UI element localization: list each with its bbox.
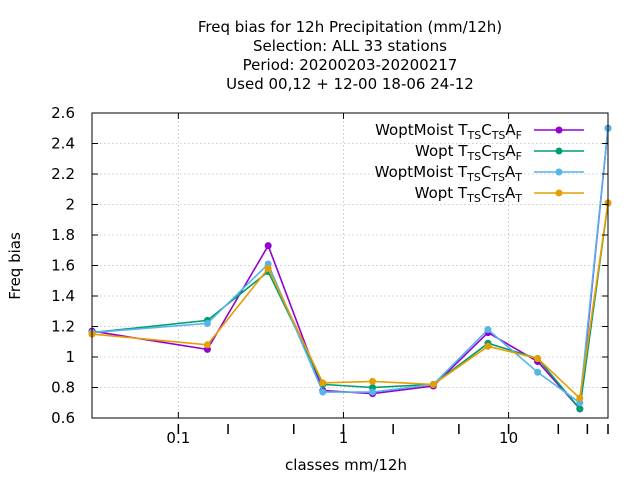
series-line xyxy=(91,202,609,411)
y-tick-label: 1.4 xyxy=(51,287,75,305)
y-tick-label: 1.2 xyxy=(51,318,75,336)
title-line: Period: 20200203-20200217 xyxy=(243,56,458,74)
legend-marker xyxy=(555,189,563,197)
data-point xyxy=(264,242,272,250)
series-line xyxy=(91,202,609,400)
y-tick-label: 2.6 xyxy=(51,104,75,122)
y-tick-label: 1.6 xyxy=(51,257,75,275)
series-layer xyxy=(88,124,612,413)
series-3 xyxy=(88,199,612,402)
series-line xyxy=(91,128,609,405)
data-point xyxy=(203,341,211,349)
legend-entry-label: WoptMoist TTSCTSAT xyxy=(375,163,523,184)
data-point xyxy=(576,394,584,402)
legend-marker xyxy=(555,126,563,134)
y-tick-label: 2.4 xyxy=(51,135,75,153)
chart-title: Freq bias for 12h Precipitation (mm/12h)… xyxy=(198,18,502,93)
data-point xyxy=(369,388,377,396)
series-1 xyxy=(88,199,612,413)
data-point xyxy=(534,368,542,376)
data-point xyxy=(484,326,492,334)
y-tick-label: 2.2 xyxy=(51,165,75,183)
data-point xyxy=(319,379,327,387)
y-tick-label: 1.8 xyxy=(51,226,75,244)
series-2 xyxy=(88,124,612,407)
y-axis-label: Freq bias xyxy=(6,232,24,300)
x-tick-label: 10 xyxy=(499,429,518,447)
series-line xyxy=(91,128,609,411)
x-axis-label: classes mm/12h xyxy=(285,456,407,474)
legend-marker xyxy=(555,168,563,176)
x-tick-label: 1 xyxy=(339,429,349,447)
legend-entry-label: Wopt TTSCTSAF xyxy=(415,142,522,163)
x-tick-label: 0.1 xyxy=(166,429,190,447)
legend-entry-label: Wopt TTSCTSAT xyxy=(415,184,523,205)
data-point xyxy=(369,377,377,385)
grid xyxy=(92,112,608,419)
data-point xyxy=(576,405,584,413)
title-line: Used 00,12 + 12-00 18-06 24-12 xyxy=(226,75,474,93)
data-point xyxy=(319,388,327,396)
legend-entry-label: WoptMoist TTSCTSAF xyxy=(375,121,522,142)
data-point xyxy=(203,319,211,327)
title-line: Selection: ALL 33 stations xyxy=(253,37,447,55)
y-tick-label: 0.8 xyxy=(51,379,75,397)
data-point xyxy=(429,380,437,388)
y-tick-label: 2 xyxy=(65,196,75,214)
data-point xyxy=(484,342,492,350)
data-point xyxy=(264,265,272,273)
axis-ticks: 0.6 0.8 1 1.2 1.4 1.6 1.8 2 2.2 2.4 2.6 0.1 1 10 xyxy=(51,104,609,447)
title-line: Freq bias for 12h Precipitation (mm/12h) xyxy=(198,18,502,36)
y-tick-label: 1 xyxy=(65,348,75,366)
legend-marker xyxy=(555,147,563,155)
y-tick-label: 0.6 xyxy=(51,409,75,427)
data-point xyxy=(534,355,542,363)
